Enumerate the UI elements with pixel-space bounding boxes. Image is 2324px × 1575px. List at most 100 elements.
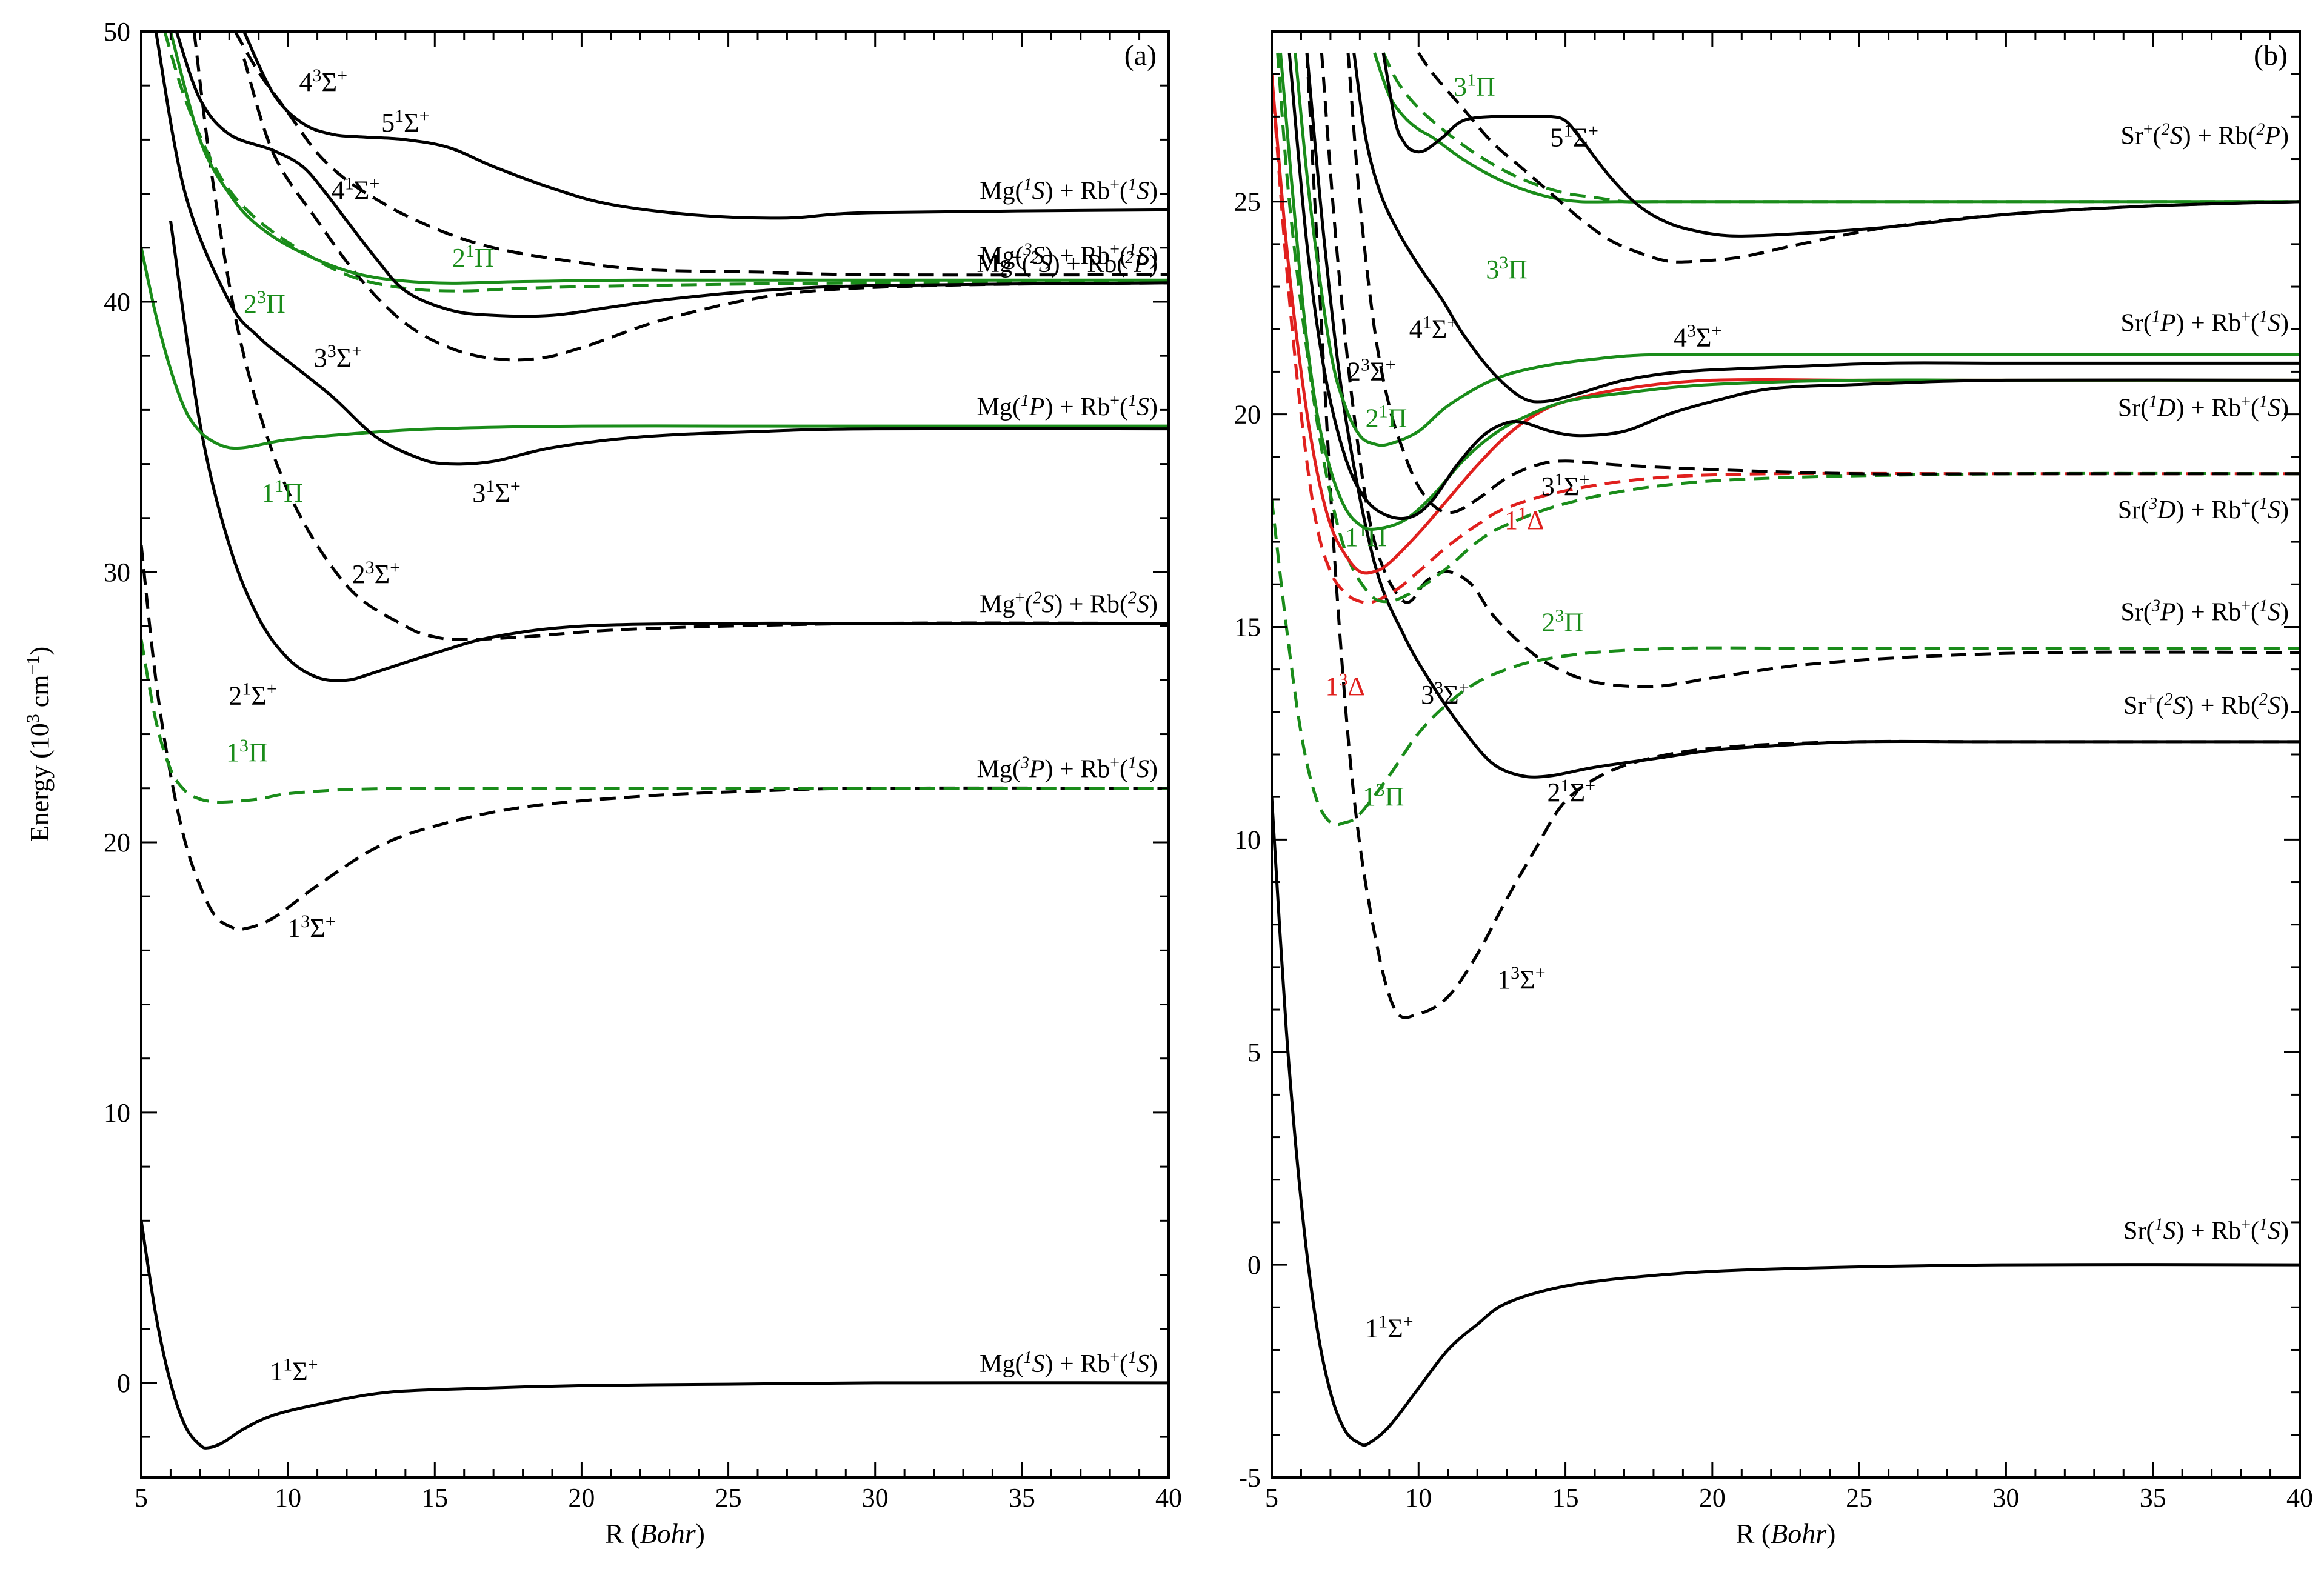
state-label: 21Σ+ — [1547, 776, 1595, 808]
state-label: 31Π — [1454, 70, 1495, 102]
curve-1-0 — [1272, 797, 2300, 1447]
y-tick-label: 10 — [1234, 825, 1261, 854]
curve-0-1 — [141, 545, 1169, 931]
state-label: 11Δ — [1504, 504, 1544, 536]
y-tick-label: 25 — [1234, 187, 1261, 217]
curve-1-3 — [1305, 52, 2300, 779]
curve-1-11 — [1346, 52, 2300, 514]
curve-1-12 — [1352, 52, 2300, 404]
state-label: 13Π — [226, 736, 268, 768]
y-tick-label: 30 — [104, 558, 130, 587]
state-label: 13Π — [1363, 780, 1404, 812]
state-label: 23Σ+ — [1347, 355, 1396, 387]
y-tick-label: 0 — [1247, 1250, 1261, 1280]
state-label: 31Σ+ — [472, 476, 521, 508]
panel-b-chart: 5 10 15 20 25 30 35 40 -5 0 5 10 15 20 25 R (Bohr) (b) Sr… — [1234, 30, 2313, 1549]
x-tick-label: 35 — [1009, 1483, 1035, 1513]
curve-1-9 — [1287, 52, 2300, 521]
panel-a-chart: 5 10 15 20 25 30 35 40 0 10 20 30 40 50 R (Bohr) (a) Mg(… — [104, 17, 1182, 1549]
x-tick-label: 5 — [1265, 1483, 1278, 1513]
state-label: 43Σ+ — [1674, 321, 1722, 353]
x-tick-label: 25 — [715, 1483, 742, 1513]
state-label: 21Π — [1366, 401, 1407, 433]
curve-0-11 — [233, 32, 1169, 277]
curve-0-7 — [242, 58, 1169, 362]
state-label: 33Π — [1486, 253, 1528, 285]
asymptote-label: Mg+(2S) + Rb(2P) — [977, 248, 1158, 278]
x-axis-label: R (Bohr) — [1736, 1518, 1836, 1549]
curve-0-10 — [175, 32, 1169, 318]
x-tick-label: 30 — [862, 1483, 889, 1513]
x-axis-label: R (Bohr) — [605, 1518, 705, 1549]
state-label: 51Σ+ — [1550, 121, 1598, 153]
asymptote-label: Mg(1S) + Rb+(1S) — [980, 175, 1158, 205]
x-tick-label: 30 — [1992, 1483, 2019, 1513]
asymptote-label: Sr(3P) + Rb+(1S) — [2121, 596, 2289, 627]
y-axis-label: Energy (103 cm−1) — [23, 647, 55, 842]
curve-1-10 — [1294, 52, 2300, 447]
curve-1-14 — [1373, 52, 2300, 204]
state-label: 41Σ+ — [332, 173, 380, 205]
y-tick-label: 20 — [104, 828, 130, 857]
y-tick-label: 40 — [104, 287, 130, 317]
asymptote-label: Sr+(2S) + Rb(2P) — [2121, 120, 2289, 150]
x-tick-label: 10 — [275, 1483, 301, 1513]
state-label: 13Σ+ — [287, 911, 336, 944]
asymptote-label: Sr+(2S) + Rb(2S) — [2123, 690, 2289, 720]
asymptote-label: Mg(1P) + Rb+(1S) — [977, 391, 1158, 422]
y-tick-label: 50 — [104, 17, 130, 47]
state-label: 13Σ+ — [1497, 962, 1546, 994]
x-tick-label: 20 — [568, 1483, 595, 1513]
x-tick-label: 15 — [1552, 1483, 1579, 1513]
curve-1-15 — [1381, 52, 2300, 238]
asymptote-label: Sr(3D) + Rb+(1S) — [2118, 494, 2289, 525]
asymptote-label: Mg(1S) + Rb+(1S) — [980, 1348, 1158, 1378]
state-label: 33Σ+ — [314, 341, 362, 373]
curve-0-6 — [154, 32, 1169, 466]
state-label: 13Δ — [1325, 669, 1364, 701]
state-label: 31Σ+ — [1541, 469, 1590, 501]
curves-0 — [141, 32, 1169, 1450]
state-label: 11Σ+ — [270, 1354, 318, 1387]
x-tick-label: 25 — [1846, 1483, 1872, 1513]
x-tick-label: 5 — [135, 1483, 148, 1513]
curve-0-8 — [163, 32, 1169, 293]
asymptote-label: Sr(1P) + Rb+(1S) — [2121, 307, 2289, 338]
state-label: 11Σ+ — [1365, 1311, 1414, 1344]
curve-1-2 — [1272, 499, 2300, 827]
curve-1-4 — [1320, 52, 2300, 688]
x-tick-label: 15 — [421, 1483, 448, 1513]
asymptote-label: Mg(3S) + Rb+(1S) — [980, 240, 1158, 270]
state-label: 21Σ+ — [229, 679, 277, 711]
plot-frame-0 — [140, 30, 1170, 1479]
curve-0-0 — [141, 1220, 1169, 1450]
y-tick-label: 10 — [104, 1098, 130, 1128]
curve-0-9 — [169, 32, 1169, 285]
state-label: 43Σ+ — [299, 65, 347, 98]
asymptote-label: Sr(1S) + Rb+(1S) — [2123, 1215, 2289, 1245]
curve-1-8 — [1279, 52, 2300, 531]
curves-1 — [1272, 52, 2300, 1447]
y-tick-label: 20 — [1234, 400, 1261, 430]
x-tick-label: 35 — [2140, 1483, 2166, 1513]
state-label: 11Π — [1345, 521, 1387, 553]
y-tick-label: 0 — [117, 1368, 130, 1398]
asymptote-label: Sr(1D) + Rb+(1S) — [2118, 392, 2289, 422]
x-tick-label: 10 — [1405, 1483, 1432, 1513]
x-tick-label: 40 — [2286, 1483, 2313, 1513]
state-label: 11Π — [261, 476, 303, 508]
panel-label: (b) — [2254, 39, 2288, 72]
y-tick-label: 5 — [1247, 1037, 1261, 1067]
state-label: 23Σ+ — [352, 557, 401, 589]
y-tick-label: 15 — [1234, 612, 1261, 642]
curve-0-2 — [141, 639, 1169, 804]
panel-label: (a) — [1124, 39, 1157, 72]
state-label: 51Σ+ — [381, 106, 430, 138]
state-label: 21Π — [452, 241, 494, 273]
curve-0-12 — [242, 32, 1169, 220]
state-label: 23Π — [1541, 605, 1583, 638]
x-tick-label: 40 — [1155, 1483, 1182, 1513]
curve-0-4 — [192, 32, 1169, 641]
state-label: 33Σ+ — [1421, 678, 1469, 710]
